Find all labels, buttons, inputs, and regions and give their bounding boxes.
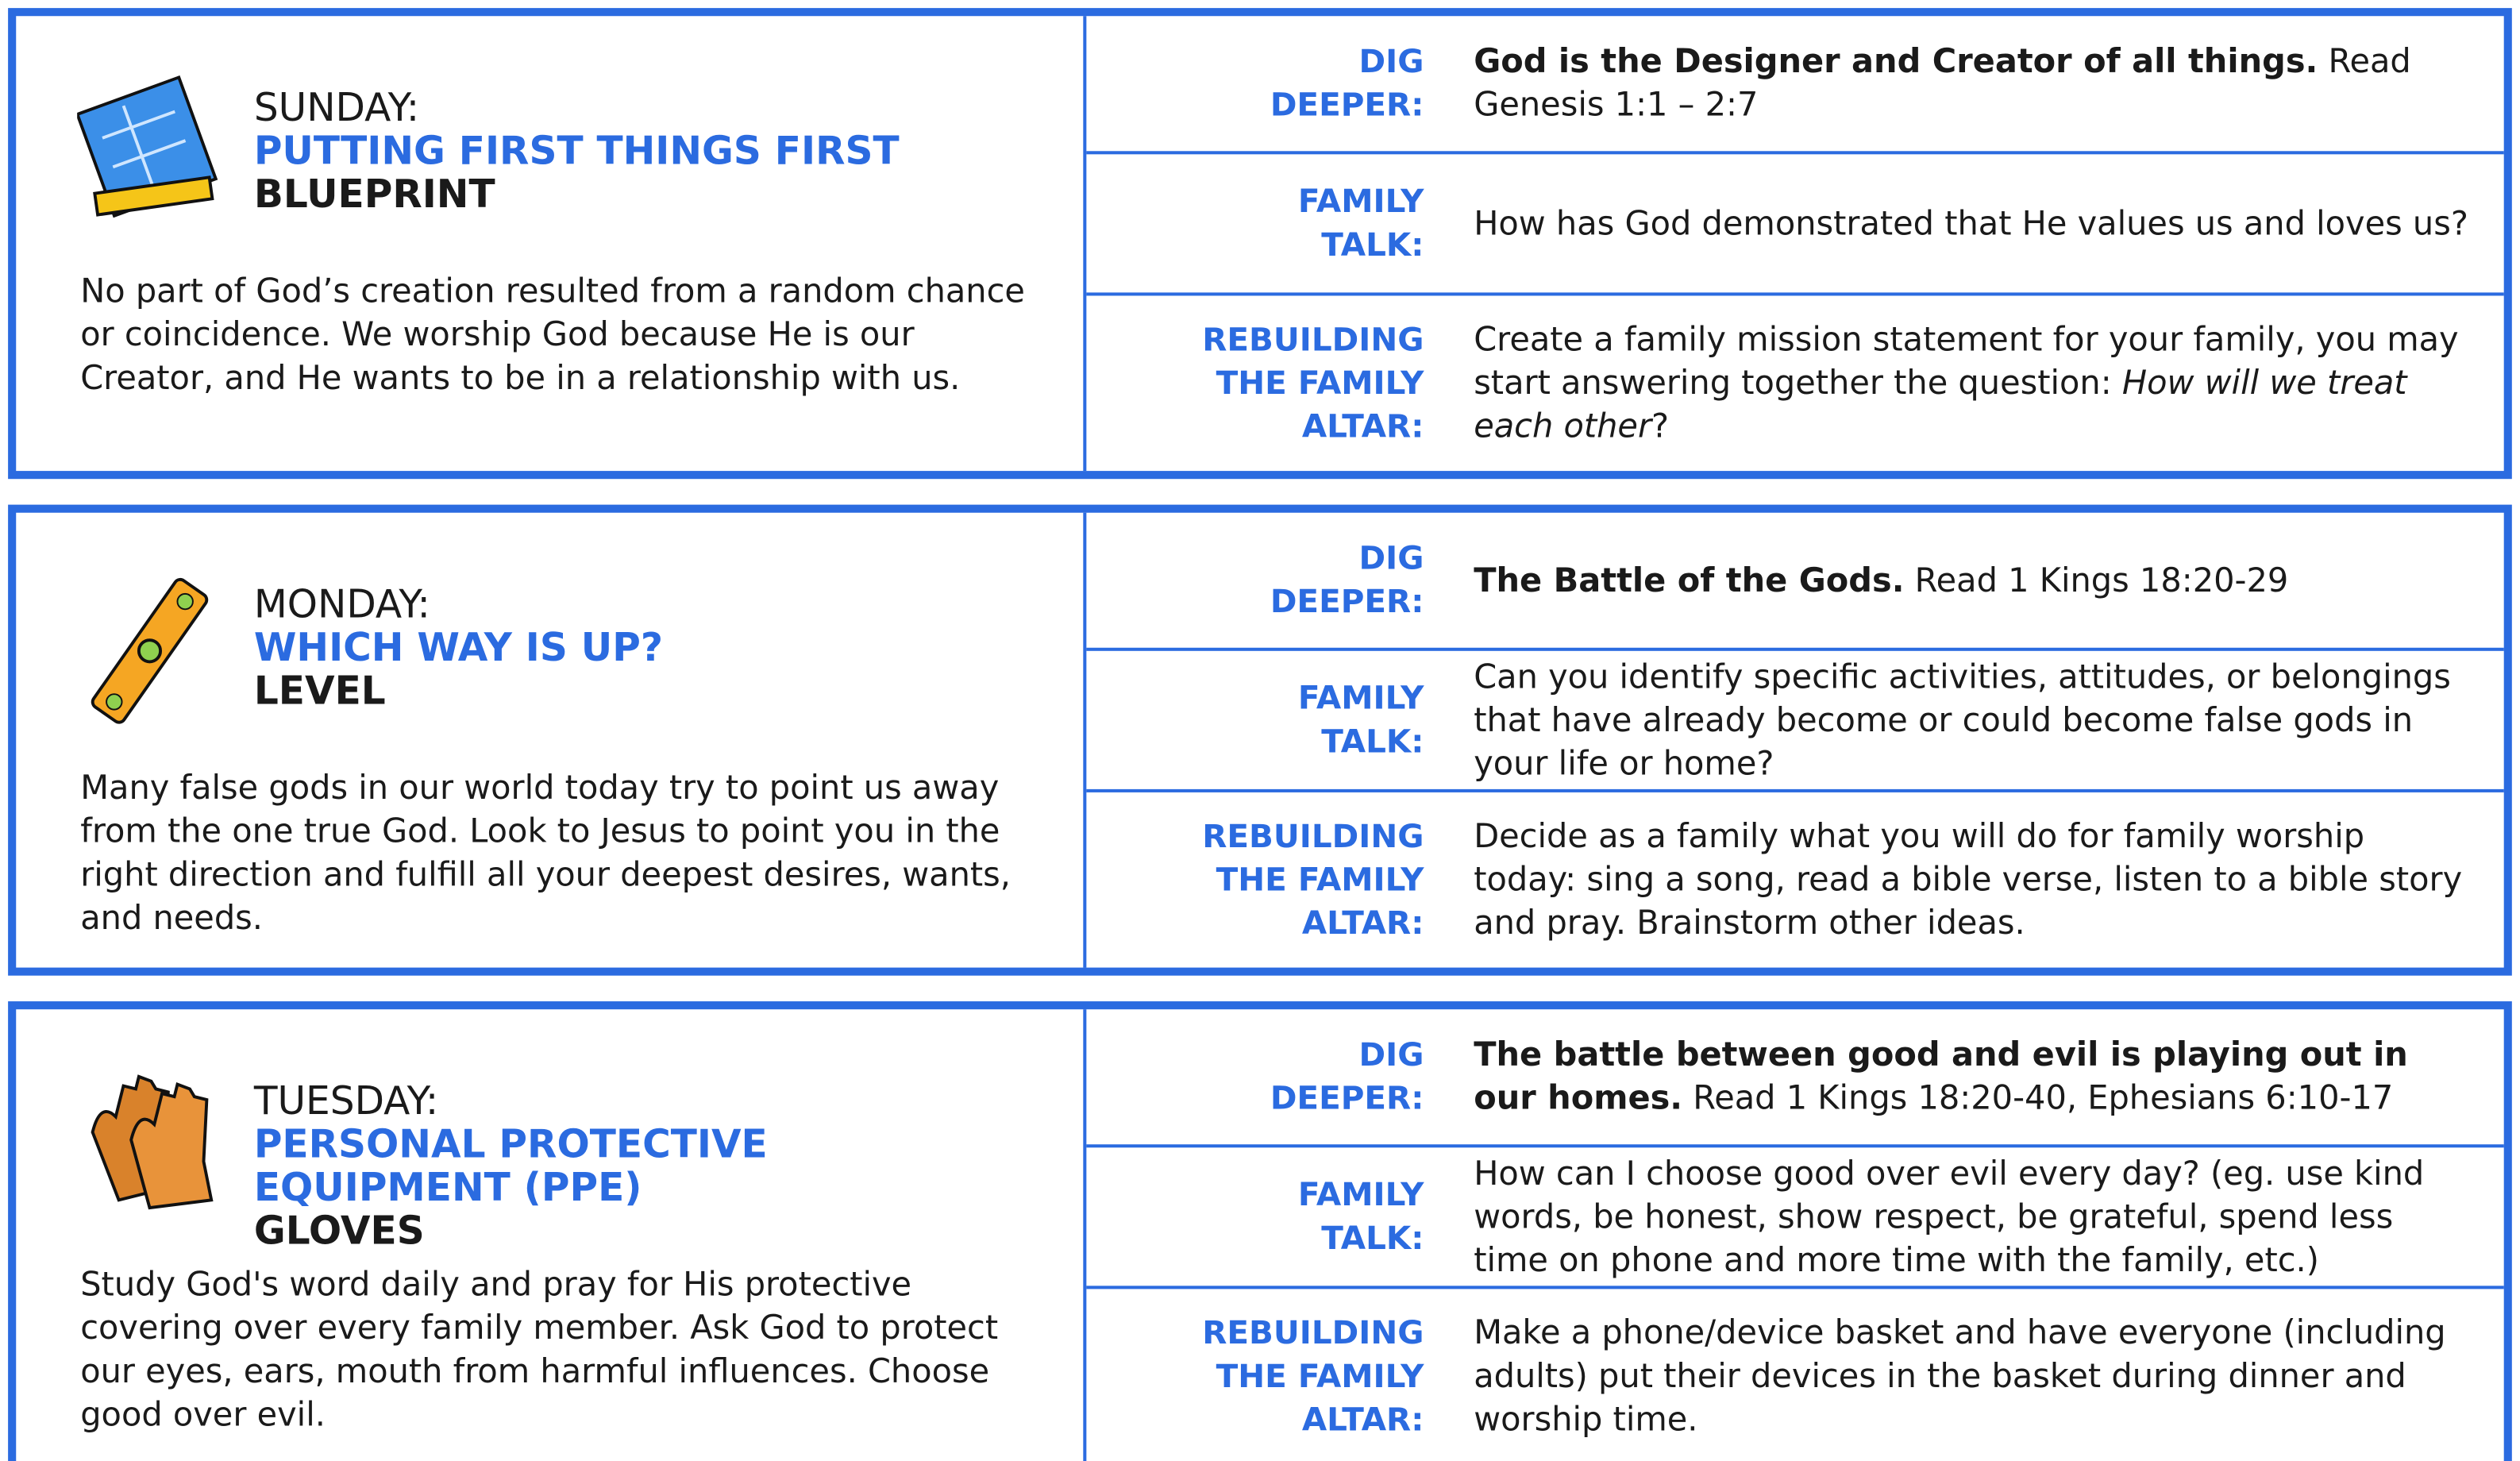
text-text: How can I choose good over evil every da…	[1474, 1153, 2425, 1279]
text-text: ?	[1651, 407, 1670, 445]
row: DIG DEEPER: The Battle of the Gods. Read 1…	[1086, 513, 2504, 651]
text-text: Read Genesis 1:1 – 2:7	[1474, 41, 2411, 124]
label: REBUILDING THE FAMILY ALTAR:	[1086, 318, 1424, 449]
right-panel: DIG DEEPER: God is the Designer and Creato…	[1086, 16, 2504, 471]
label-line: FAMILY	[1297, 678, 1424, 717]
text-bold: The battle between good and evil is play…	[1474, 1035, 2408, 1117]
row: FAMILY TALK: How has God demonstrated that…	[1086, 154, 2504, 296]
label-line: THE FAMILY	[1216, 1356, 1424, 1396]
label-line: ALTAR:	[1301, 1400, 1424, 1439]
text: The Battle of the Gods. Read 1 Kings 18:…	[1474, 558, 2470, 602]
left-panel: TUESDAY: PERSONAL PROTECTIVE EQUIPMENT (P…	[16, 1009, 1087, 1461]
text: God is the Designer and Creator of all t…	[1474, 40, 2470, 127]
label-line: THE FAMILY	[1216, 859, 1424, 899]
heading: MONDAY: WHICH WAY IS UP? LEVEL	[253, 581, 929, 714]
label-line: REBUILDING	[1202, 1313, 1424, 1352]
label-line: DEEPER:	[1270, 85, 1424, 124]
icon	[77, 75, 218, 218]
row: REBUILDING THE FAMILY ALTAR: Create a famil…	[1086, 295, 2503, 471]
tool: BLUEPRINT	[253, 172, 495, 218]
tool: LEVEL	[253, 669, 386, 714]
label-line: TALK:	[1321, 721, 1424, 761]
heading: TUESDAY: PERSONAL PROTECTIVE EQUIPMENT (P…	[253, 1078, 929, 1254]
day: MONDAY:	[253, 581, 430, 627]
icon	[88, 575, 211, 727]
text-text: Can you identify specific activities, at…	[1474, 656, 2451, 782]
left-panel: SUNDAY: PUTTING FIRST THINGS FIRST BLUEPRI…	[16, 16, 1087, 472]
label-line: DEEPER:	[1270, 581, 1424, 621]
left-panel: MONDAY: WHICH WAY IS UP? LEVEL Many false g…	[16, 512, 1087, 968]
row: REBUILDING THE FAMILY ALTAR: Make a phone/d…	[1086, 1289, 2503, 1461]
text-text: Read 1 Kings 18:20-29	[1904, 560, 2289, 599]
text: Create a family mission statement for yo…	[1474, 318, 2470, 449]
text-text: How has God demonstrated that He values …	[1474, 203, 2468, 242]
label-line: FAMILY	[1297, 1174, 1424, 1214]
label-line: DIG	[1358, 538, 1424, 577]
label: DIG DEEPER:	[1086, 537, 1424, 623]
title: PUTTING FIRST THINGS FIRST	[253, 128, 900, 174]
text-text: Make a phone/device basket and have ever…	[1474, 1313, 2446, 1439]
row: FAMILY TALK: Can you identify specific act…	[1086, 651, 2504, 792]
icon	[91, 1074, 214, 1210]
description: No part of God’s creation resulted from …	[80, 272, 1025, 397]
heading: SUNDAY: PUTTING FIRST THINGS FIRST BLUEPRI…	[253, 85, 929, 218]
day-card: TUESDAY: PERSONAL PROTECTIVE EQUIPMENT (P…	[8, 1001, 2512, 1461]
label: DIG DEEPER:	[1086, 40, 1424, 127]
right-panel: DIG DEEPER: The Battle of the Gods. Read 1…	[1086, 513, 2504, 968]
label-line: THE FAMILY	[1216, 363, 1424, 403]
day: SUNDAY:	[253, 85, 420, 130]
label-line: REBUILDING	[1202, 319, 1424, 359]
title: WHICH WAY IS UP?	[253, 625, 664, 671]
text: How has God demonstrated that He values …	[1474, 202, 2470, 245]
label: REBUILDING THE FAMILY ALTAR:	[1086, 1312, 1424, 1442]
tool: GLOVES	[253, 1209, 425, 1254]
row: REBUILDING THE FAMILY ALTAR: Decide as a fa…	[1086, 792, 2503, 968]
description: Many false gods in our world today try t…	[80, 768, 1011, 938]
description: Study God's word daily and pray for His …	[80, 1265, 999, 1434]
text-bold: God is the Designer and Creator of all t…	[1474, 41, 2318, 81]
label: REBUILDING THE FAMILY ALTAR:	[1086, 815, 1424, 945]
text-text: Decide as a family what you will do for …	[1474, 816, 2463, 943]
label: FAMILY TALK:	[1086, 677, 1424, 763]
text-italic: How will we treat each other	[1474, 363, 2407, 445]
text: How can I choose good over evil every da…	[1474, 1151, 2470, 1282]
label-line: ALTAR:	[1301, 903, 1424, 943]
label-line: DIG	[1358, 1035, 1424, 1074]
label-line: TALK:	[1321, 1218, 1424, 1257]
label-line: ALTAR:	[1301, 407, 1424, 445]
text: Make a phone/device basket and have ever…	[1474, 1312, 2470, 1442]
label: DIG DEEPER:	[1086, 1034, 1424, 1120]
row: FAMILY TALK: How can I choose good over ev…	[1086, 1147, 2504, 1289]
row: DIG DEEPER: God is the Designer and Creato…	[1086, 16, 2504, 155]
row: DIG DEEPER: The battle between good and ev…	[1086, 1009, 2504, 1148]
right-panel: DIG DEEPER: The battle between good and ev…	[1086, 1009, 2504, 1461]
text-text: Read 1 Kings 18:20-40, Ephesians 6:10-17	[1682, 1078, 2394, 1117]
text-bold: The Battle of the Gods.	[1474, 560, 1905, 599]
text: Can you identify specific activities, at…	[1474, 655, 2470, 785]
text-text: Create a family mission statement for yo…	[1474, 319, 2459, 403]
title: PERSONAL PROTECTIVE EQUIPMENT (PPE)	[253, 1121, 768, 1211]
label-line: FAMILY	[1297, 181, 1424, 221]
label: FAMILY TALK:	[1086, 1174, 1424, 1260]
day-card: MONDAY: WHICH WAY IS UP? LEVEL Many false g…	[8, 504, 2512, 976]
text: The battle between good and evil is play…	[1474, 1034, 2470, 1120]
label-line: DEEPER:	[1270, 1078, 1424, 1117]
label: FAMILY TALK:	[1086, 180, 1424, 267]
label-line: REBUILDING	[1202, 816, 1424, 855]
day-card: SUNDAY: PUTTING FIRST THINGS FIRST BLUEPRI…	[8, 8, 2512, 480]
label-line: DIG	[1358, 41, 1424, 81]
label-line: TALK:	[1321, 225, 1424, 264]
text: Decide as a family what you will do for …	[1474, 815, 2470, 945]
day: TUESDAY:	[253, 1078, 439, 1124]
